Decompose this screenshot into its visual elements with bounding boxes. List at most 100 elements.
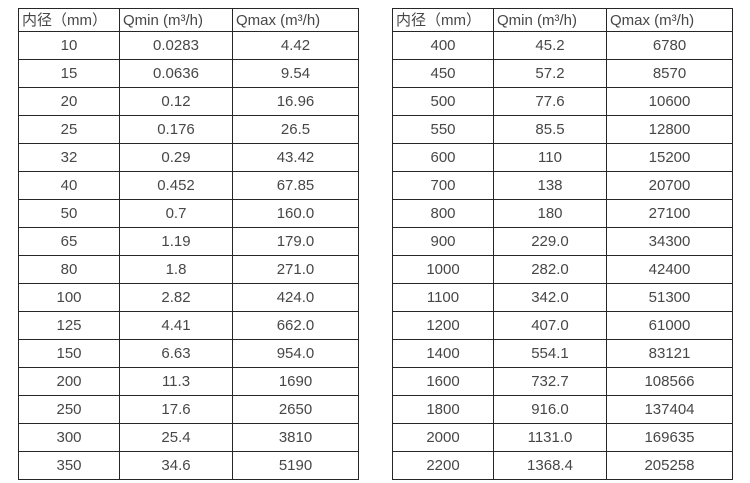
table-row: 1400 554.1 83121	[392, 339, 733, 368]
cell: 1000	[392, 255, 494, 284]
cell: 550	[392, 115, 494, 144]
cell: 12800	[606, 115, 733, 144]
cell: 80	[18, 255, 120, 284]
table-row: 25 0.176 26.5	[18, 115, 359, 144]
table-row: 600 110 15200	[392, 143, 733, 172]
table-row: 1000 282.0 42400	[392, 255, 733, 284]
cell: 150	[18, 339, 120, 368]
flow-table-small-diameters: 内径（mm） Qmin (m³/h) Qmax (m³/h) 10 0.0283 4.4…	[18, 8, 359, 480]
cell: 137404	[606, 395, 733, 424]
cell: 15	[18, 59, 120, 88]
cell: 65	[18, 227, 120, 256]
cell: 0.12	[119, 87, 233, 116]
cell: 67.85	[232, 171, 359, 200]
table-row: 1600 732.7 108566	[392, 367, 733, 396]
cell: 1.8	[119, 255, 233, 284]
cell: 83121	[606, 339, 733, 368]
cell: 40	[18, 171, 120, 200]
cell: 342.0	[493, 283, 607, 312]
table-row: 15 0.0636 9.54	[18, 59, 359, 88]
table-row: 80 1.8 271.0	[18, 255, 359, 284]
cell: 4.41	[119, 311, 233, 340]
table-row: 350 34.6 5190	[18, 451, 359, 480]
cell: 900	[392, 227, 494, 256]
cell: 0.7	[119, 199, 233, 228]
cell: 51300	[606, 283, 733, 312]
cell: 205258	[606, 451, 733, 480]
cell: 3810	[232, 423, 359, 452]
table-row: 150 6.63 954.0	[18, 339, 359, 368]
cell: 34300	[606, 227, 733, 256]
table-row: 125 4.41 662.0	[18, 311, 359, 340]
cell: 10600	[606, 87, 733, 116]
cell: 85.5	[493, 115, 607, 144]
table-row: 100 2.82 424.0	[18, 283, 359, 312]
column-header: Qmax (m³/h)	[232, 8, 359, 32]
cell: 700	[392, 171, 494, 200]
cell: 407.0	[493, 311, 607, 340]
cell: 954.0	[232, 339, 359, 368]
cell: 4.42	[232, 31, 359, 60]
cell: 5190	[232, 451, 359, 480]
table-row: 500 77.6 10600	[392, 87, 733, 116]
cell: 50	[18, 199, 120, 228]
cell: 16.96	[232, 87, 359, 116]
cell: 108566	[606, 367, 733, 396]
cell: 1368.4	[493, 451, 607, 480]
cell: 450	[392, 59, 494, 88]
cell: 77.6	[493, 87, 607, 116]
cell: 0.29	[119, 143, 233, 172]
table-row: 40 0.452 67.85	[18, 171, 359, 200]
cell: 17.6	[119, 395, 233, 424]
cell: 300	[18, 423, 120, 452]
column-header: Qmax (m³/h)	[606, 8, 733, 32]
cell: 110	[493, 143, 607, 172]
cell: 0.0283	[119, 31, 233, 60]
cell: 1690	[232, 367, 359, 396]
cell: 732.7	[493, 367, 607, 396]
cell: 138	[493, 171, 607, 200]
cell: 180	[493, 199, 607, 228]
cell: 1800	[392, 395, 494, 424]
cell: 2.82	[119, 283, 233, 312]
cell: 32	[18, 143, 120, 172]
cell: 10	[18, 31, 120, 60]
cell: 15200	[606, 143, 733, 172]
table-row: 450 57.2 8570	[392, 59, 733, 88]
cell: 1600	[392, 367, 494, 396]
cell: 1131.0	[493, 423, 607, 452]
header-row: 内径（mm） Qmin (m³/h) Qmax (m³/h)	[392, 8, 733, 32]
column-header: 内径（mm）	[18, 8, 120, 32]
cell: 2200	[392, 451, 494, 480]
cell: 662.0	[232, 311, 359, 340]
cell: 25	[18, 115, 120, 144]
table-row: 2000 1131.0 169635	[392, 423, 733, 452]
cell: 600	[392, 143, 494, 172]
table-row: 65 1.19 179.0	[18, 227, 359, 256]
cell: 1400	[392, 339, 494, 368]
cell: 1100	[392, 283, 494, 312]
table-row: 700 138 20700	[392, 171, 733, 200]
table-row: 900 229.0 34300	[392, 227, 733, 256]
column-header: Qmin (m³/h)	[119, 8, 233, 32]
table-row: 800 180 27100	[392, 199, 733, 228]
cell: 20700	[606, 171, 733, 200]
column-header: 内径（mm）	[392, 8, 494, 32]
cell: 800	[392, 199, 494, 228]
table-row: 400 45.2 6780	[392, 31, 733, 60]
cell: 26.5	[232, 115, 359, 144]
cell: 2650	[232, 395, 359, 424]
flow-table-large-diameters: 内径（mm） Qmin (m³/h) Qmax (m³/h) 400 45.2 6780…	[392, 8, 733, 480]
cell: 2000	[392, 423, 494, 452]
cell: 229.0	[493, 227, 607, 256]
cell: 400	[392, 31, 494, 60]
table-row: 32 0.29 43.42	[18, 143, 359, 172]
table-row: 2200 1368.4 205258	[392, 451, 733, 480]
table-row: 50 0.7 160.0	[18, 199, 359, 228]
cell: 282.0	[493, 255, 607, 284]
cell: 271.0	[232, 255, 359, 284]
cell: 0.176	[119, 115, 233, 144]
cell: 0.452	[119, 171, 233, 200]
cell: 34.6	[119, 451, 233, 480]
cell: 61000	[606, 311, 733, 340]
